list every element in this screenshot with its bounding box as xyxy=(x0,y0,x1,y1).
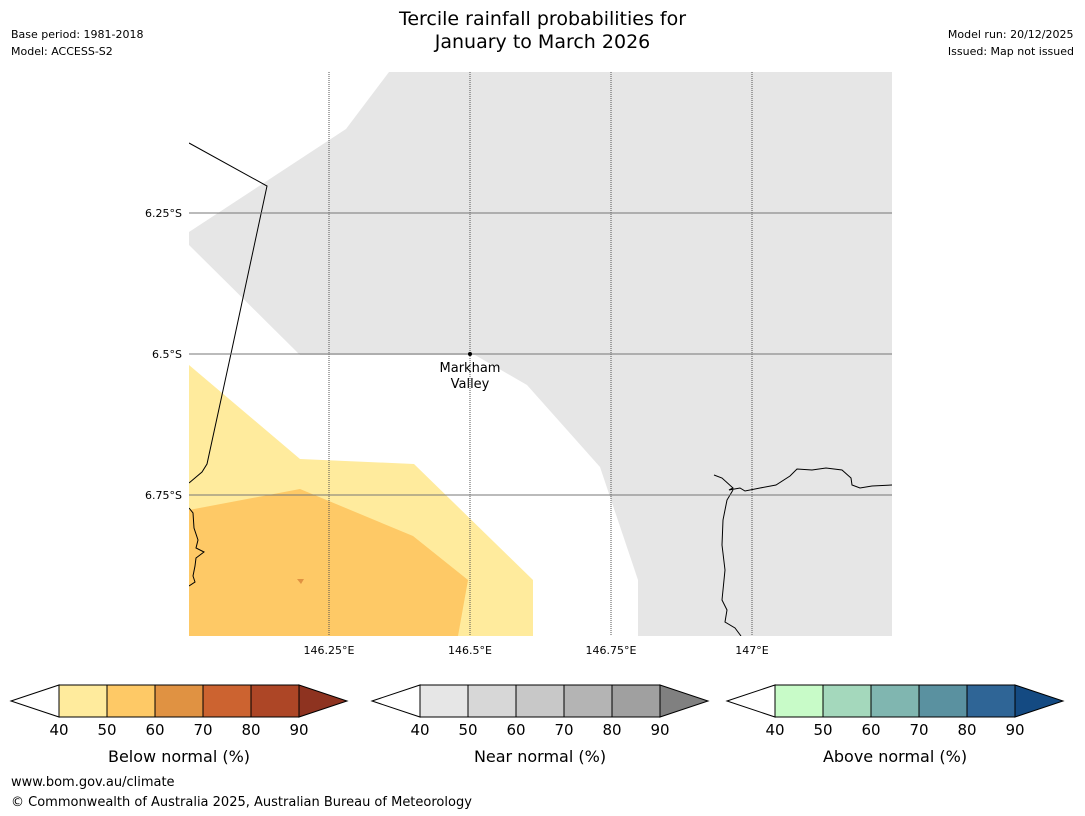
longitude-label: 146.75°E xyxy=(586,644,637,657)
colorbar-below-left-triangle xyxy=(9,684,60,718)
longitude-label: 147°E xyxy=(735,644,768,657)
model-name: Model: ACCESS-S2 xyxy=(11,45,113,58)
colorbar-near-segment-70 xyxy=(563,684,613,718)
latitude-label: 6.5°S xyxy=(152,348,182,361)
colorbar-above-tick: 90 xyxy=(1005,721,1024,739)
colorbar-below-tick: 90 xyxy=(289,721,308,739)
colorbar-below-tick: 60 xyxy=(145,721,164,739)
river-line xyxy=(721,489,742,636)
colorbar-near-right-triangle xyxy=(659,684,710,718)
meta-left: Base period: 1981-2018 Model: ACCESS-S2 xyxy=(11,26,143,60)
map-area: Markham Valley xyxy=(189,72,892,636)
map-title: Tercile rainfall probabilities for Janua… xyxy=(0,8,1085,54)
title-line-2: January to March 2026 xyxy=(434,31,651,53)
colorbar-above-tick: 70 xyxy=(909,721,928,739)
colorbar-near-tick: 70 xyxy=(554,721,573,739)
colorbar-near-left-triangle xyxy=(370,684,421,718)
footer-url: www.bom.gov.au/climate xyxy=(11,775,175,790)
latitude-label: 6.75°S xyxy=(145,489,182,502)
colorbar-above-tick: 80 xyxy=(957,721,976,739)
colorbar-above-segment-80 xyxy=(966,684,1016,718)
colorbar-near-tick: 90 xyxy=(650,721,669,739)
base-period: Base period: 1981-2018 xyxy=(11,28,144,41)
colorbar-near-tick: 40 xyxy=(410,721,429,739)
colorbar-near-tick: 50 xyxy=(458,721,477,739)
colorbar-above-tick: 60 xyxy=(861,721,880,739)
colorbar-near-segment-50 xyxy=(467,684,517,718)
colorbar-near: 40 50 60 70 80 90 Near normal (%) xyxy=(370,684,710,766)
border-line xyxy=(189,142,268,484)
colorbar-below-tick: 80 xyxy=(241,721,260,739)
coastline-east xyxy=(713,467,892,492)
colorbar-above-right-triangle xyxy=(1014,684,1065,718)
place-label-line-2: Valley xyxy=(451,377,490,392)
title-line-1: Tercile rainfall probabilities for xyxy=(398,8,687,30)
colorbar-below-label: Below normal (%) xyxy=(108,747,250,766)
colorbar-above-segment-60 xyxy=(870,684,920,718)
colorbar-below-tick: 50 xyxy=(97,721,116,739)
place-marker xyxy=(468,352,472,356)
colorbar-above: 40 50 60 70 80 90 Above normal (%) xyxy=(725,684,1065,766)
meta-right: Model run: 20/12/2025 Issued: Map not is… xyxy=(948,26,1074,60)
colorbar-below-right-triangle xyxy=(298,684,349,718)
colorbar-below-segment-60 xyxy=(154,684,204,718)
model-run: Model run: 20/12/2025 xyxy=(947,28,1074,41)
colorbar-above-tick: 40 xyxy=(765,721,784,739)
colorbar-near-tick: 80 xyxy=(602,721,621,739)
colorbar-below: 40 50 60 70 80 90 Below normal (%) xyxy=(9,684,349,766)
colorbar-above-label: Above normal (%) xyxy=(823,747,967,766)
colorbar-near-segment-80 xyxy=(611,684,661,718)
colorbar-above-left-triangle xyxy=(725,684,776,718)
colorbar-below-tick: 70 xyxy=(193,721,212,739)
colorbar-above-segment-40 xyxy=(774,684,824,718)
colorbar-below-tick: 40 xyxy=(49,721,68,739)
colorbar-below-segment-80 xyxy=(250,684,300,718)
colorbar-near-label: Near normal (%) xyxy=(474,747,606,766)
longitude-label: 146.5°E xyxy=(448,644,492,657)
footer-copyright: © Commonwealth of Australia 2025, Austra… xyxy=(11,795,472,810)
colorbar-above-segment-70 xyxy=(918,684,968,718)
colorbar-below-segment-70 xyxy=(202,684,252,718)
colorbar-above-segment-50 xyxy=(822,684,872,718)
colorbar-above-tick: 50 xyxy=(813,721,832,739)
coastline-west xyxy=(189,507,205,587)
colorbar-near-segment-60 xyxy=(515,684,565,718)
issued-status: Issued: Map not issued xyxy=(947,45,1074,58)
colorbar-below-segment-40 xyxy=(58,684,108,718)
place-label-line-1: Markham xyxy=(440,361,501,376)
colorbar-near-tick: 60 xyxy=(506,721,525,739)
below-normal-spot-60 xyxy=(297,579,304,584)
colorbar-below-segment-50 xyxy=(106,684,156,718)
latitude-label: 6.25°S xyxy=(145,207,182,220)
colorbar-near-segment-40 xyxy=(419,684,469,718)
longitude-label: 146.25°E xyxy=(304,644,355,657)
